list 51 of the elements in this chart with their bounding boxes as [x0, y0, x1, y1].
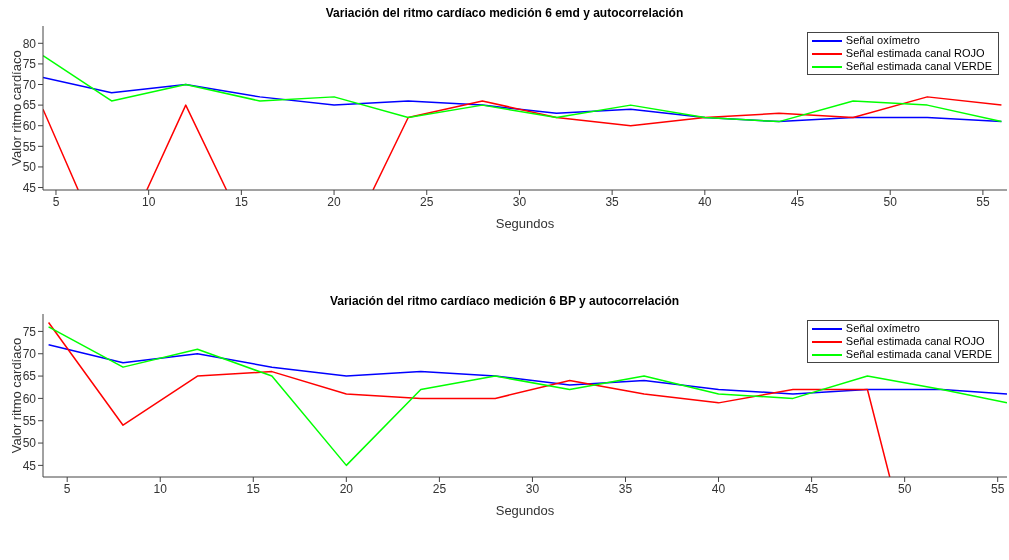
x-tick-label: 30 — [512, 194, 527, 209]
x-tick-label: 5 — [52, 194, 60, 209]
legend-label: Señal estimada canal VERDE — [845, 60, 992, 73]
x-axis-title: Segundos — [495, 503, 555, 518]
x-tick-label: 25 — [432, 481, 447, 496]
x-tick-label: 20 — [327, 194, 342, 209]
y-tick-label: 75 — [22, 57, 37, 72]
x-tick-label: 50 — [897, 481, 912, 496]
line-series — [47, 344, 1007, 395]
x-tick-label: 10 — [153, 481, 168, 496]
y-tick-label: 75 — [22, 324, 37, 339]
x-tick-label: 10 — [141, 194, 156, 209]
x-tick-label: 40 — [711, 481, 726, 496]
line-series — [47, 326, 1007, 467]
x-tick-label: 55 — [991, 481, 1005, 496]
y-tick-label: 45 — [22, 458, 37, 473]
legend-label: Señal estimada canal ROJO — [845, 335, 985, 348]
y-tick-label: 45 — [22, 180, 37, 195]
legend-label: Señal oxímetro — [845, 34, 920, 47]
x-tick-label: 30 — [525, 481, 540, 496]
y-tick-label: 70 — [22, 77, 37, 92]
legend-label: Señal estimada canal ROJO — [845, 47, 985, 60]
x-tick-label: 20 — [339, 481, 354, 496]
x-tick-label: 50 — [883, 194, 898, 209]
y-tick-label: 55 — [22, 413, 37, 428]
chart-title: Variación del ritmo cardíaco medición 6 emd y autocorrelación — [324, 6, 685, 20]
y-tick-label: 70 — [22, 347, 37, 362]
legend-label: Señal oxímetro — [845, 322, 920, 335]
x-axis-title: Segundos — [495, 216, 555, 231]
y-tick-label: 80 — [22, 36, 37, 51]
y-axis-title: Valor ritmo cardíaco — [8, 50, 24, 166]
y-tick-label: 60 — [22, 118, 37, 133]
x-tick-label: 55 — [976, 194, 990, 209]
chart-title: Variación del ritmo cardíaco medición 6 BP y autocorrelación — [328, 294, 681, 308]
x-tick-label: 40 — [698, 194, 712, 209]
x-tick-label: 15 — [246, 481, 261, 496]
y-tick-label: 55 — [22, 139, 37, 154]
y-tick-label: 50 — [22, 436, 37, 451]
y-tick-label: 50 — [22, 160, 37, 175]
x-tick-label: 15 — [234, 194, 249, 209]
x-tick-label: 35 — [618, 481, 633, 496]
legend-label: Señal estimada canal VERDE — [845, 348, 992, 361]
y-axis-title: Valor ritmo cardíaco — [8, 337, 24, 454]
y-tick-label: 65 — [22, 369, 37, 384]
y-tick-label: 60 — [22, 391, 37, 406]
x-tick-label: 35 — [605, 194, 620, 209]
y-tick-label: 65 — [22, 98, 37, 113]
x-tick-label: 5 — [63, 481, 71, 496]
x-tick-label: 45 — [790, 194, 805, 209]
x-tick-label: 25 — [420, 194, 434, 209]
x-tick-label: 45 — [804, 481, 819, 496]
